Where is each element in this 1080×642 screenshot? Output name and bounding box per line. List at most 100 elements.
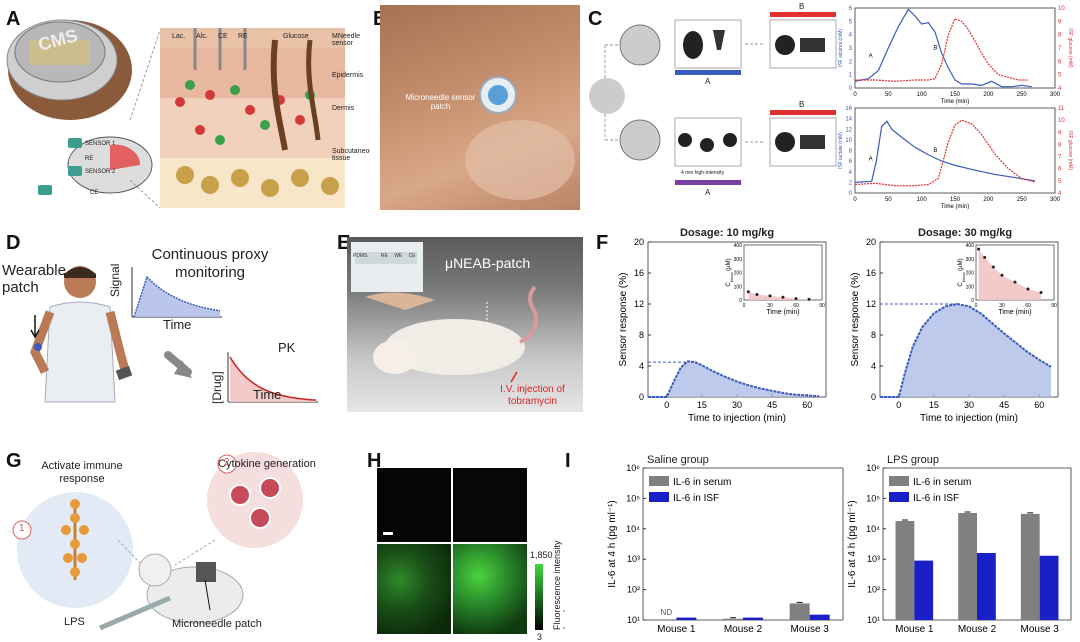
f-inset-x-label: Time (min) (766, 309, 799, 316)
y-tick-label-right: 6 (1058, 59, 1062, 65)
f-inset-x-tick: 30 (767, 303, 773, 309)
f-inset-point (807, 297, 811, 301)
sensor-ce-label: CE (90, 190, 99, 196)
panel-a-label: A (6, 8, 21, 30)
panel-h: H 1,850 3 Fluorescence intensity (a.u.) (365, 440, 565, 642)
f-inset-point (794, 297, 798, 301)
y-tick-label-right: 11 (1058, 106, 1065, 112)
y-tick-label-right: 8 (1058, 142, 1062, 148)
bar-isf (977, 552, 996, 620)
f-inset-point (781, 295, 785, 299)
f-inset-y-tick: 400 (734, 243, 743, 249)
bar-label-b-bottom: B (799, 100, 805, 109)
x-tick-label: 300 (1050, 92, 1061, 98)
scale-bar (383, 532, 393, 535)
panel-d-charts (131, 267, 318, 403)
panel-d: D Wearable patch Continuous proxy monito… (0, 222, 335, 422)
i-title-saline: Saline group (647, 454, 709, 466)
i-y-tick-label: 10¹ (627, 615, 640, 625)
microneedle-patch-label: Microneedle patch (172, 618, 262, 630)
bar-serum (958, 513, 977, 620)
panel-i: I Saline group LPS group 10¹ 10² 10³ 10⁴ 10⁵… (565, 440, 1080, 642)
signal-curve (133, 275, 221, 318)
panel-h-label: H (367, 450, 382, 472)
f-inset-x-tick: 90 (819, 303, 825, 309)
skin-label-glucose: Glucose (283, 33, 309, 40)
bar-label-b-top: B (799, 2, 805, 11)
sensor-re-label: RE (85, 156, 94, 162)
panel-a-illustration (6, 19, 345, 209)
f-inset-x-tick: 90 (1051, 303, 1057, 309)
arm-photo-details (465, 76, 575, 200)
panel-c-label: C (588, 8, 603, 30)
f-inset-y-tick: 200 (734, 271, 743, 277)
y-tick-label-left: 10 (845, 138, 852, 144)
f-inset-y-tick: 100 (734, 284, 743, 290)
drug-area (230, 357, 316, 402)
f-inset-x-tick: 60 (793, 303, 799, 309)
y-tick-label-right: 8 (1058, 33, 1062, 39)
x-tick-label: 100 (917, 197, 928, 203)
colorbar-min: 3 (537, 632, 543, 642)
marker-b: B (933, 148, 937, 154)
immune-illustration (12, 452, 303, 631)
f-y-tick-label: 16 (634, 268, 644, 278)
f-x-axis-label: Time to injection (min) (920, 413, 1018, 424)
layer-label-dermis: Dermis (332, 105, 355, 112)
electrode-we: WE (394, 253, 403, 259)
f-x-tick-label: 0 (896, 400, 901, 410)
f-inset-point (1039, 290, 1043, 294)
fluor-image-2 (453, 468, 527, 542)
y-tick-label-left: 6 (849, 6, 853, 12)
f-y-axis-label: Sensor response (%) (850, 273, 861, 367)
y-tick-label-left: 12 (845, 127, 852, 133)
i-y-tick-label: 10⁶ (626, 463, 640, 473)
chart-lactate-glucose: 0 50 100 150 200 250 300 0 2 4 6 8 10 12 14 16 4 5 6 7 8 9 10 1… (838, 106, 1073, 210)
wearable-patch-label: Wearable patch (2, 262, 66, 296)
bar-serum (895, 521, 915, 620)
f-x-tick-label: 15 (929, 400, 939, 410)
f-inset-y-label: Cblood (μM) (958, 258, 966, 286)
f-x-tick-label: 30 (732, 400, 742, 410)
f-response-curve (880, 302, 1052, 398)
bar-isf (743, 617, 763, 620)
drug-curve (229, 356, 317, 401)
i-y-tick-label: 10⁵ (626, 493, 640, 503)
f-title-10: Dosage: 10 mg/kg (680, 227, 775, 239)
sensor-2-label: SENSOR 2 (85, 169, 116, 175)
y-tick-label-left: 4 (849, 33, 853, 39)
legend-swatch-serum (889, 476, 909, 486)
x-axis-label: Time (min) (941, 204, 969, 210)
panel-d-label: D (6, 232, 21, 254)
f-y-tick-label: 12 (866, 299, 876, 309)
i-category-label: Mouse 2 (958, 624, 997, 635)
skin-label-re: RE (238, 33, 248, 40)
legend-label-isf: IL-6 in ISF (913, 493, 959, 504)
y-tick-label-left: 16 (845, 106, 852, 112)
i-y-tick-label: 10³ (867, 554, 880, 564)
f-title-30: Dosage: 30 mg/kg (918, 227, 1013, 239)
y-tick-label-left: 3 (849, 46, 853, 52)
legend-label-serum: IL-6 in serum (673, 477, 731, 488)
f-x-tick-label: 15 (697, 400, 707, 410)
f-x-tick-label: 45 (767, 400, 777, 410)
f-x-tick-label: 45 (999, 400, 1009, 410)
y-tick-label-left: 4 (849, 170, 853, 176)
i-category-label: Mouse 1 (657, 624, 696, 635)
bar-serum (789, 603, 810, 620)
i-y-tick-label: 10⁴ (866, 524, 880, 534)
panel-c-schematic (589, 12, 837, 185)
f-inset-area (978, 249, 1041, 300)
x-tick-label: 300 (1050, 197, 1061, 203)
f-inset-point (746, 290, 750, 294)
f-inset-point (1026, 287, 1030, 291)
nd-label: ND (661, 608, 673, 617)
y-tick-label-right: 9 (1058, 19, 1062, 25)
y-axis-label-left: ISF lactate (mM) (838, 132, 844, 169)
f-y-tick-label: 8 (639, 330, 644, 340)
f-inset-y-tick: 0 (739, 298, 742, 304)
marker-a: A (869, 157, 873, 163)
rat-photo-details (351, 242, 538, 383)
f-x-tick-label: 0 (664, 400, 669, 410)
